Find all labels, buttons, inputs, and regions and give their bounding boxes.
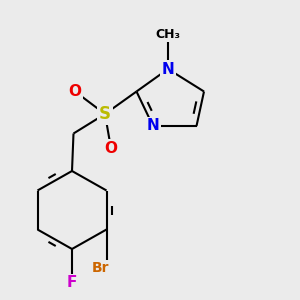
Text: O: O (104, 141, 118, 156)
Text: CH₃: CH₃ (155, 28, 181, 41)
Text: F: F (67, 275, 77, 290)
Text: O: O (68, 84, 82, 99)
Text: N: N (162, 61, 174, 76)
Text: Br: Br (92, 262, 110, 275)
Text: S: S (99, 105, 111, 123)
Text: N: N (147, 118, 159, 134)
